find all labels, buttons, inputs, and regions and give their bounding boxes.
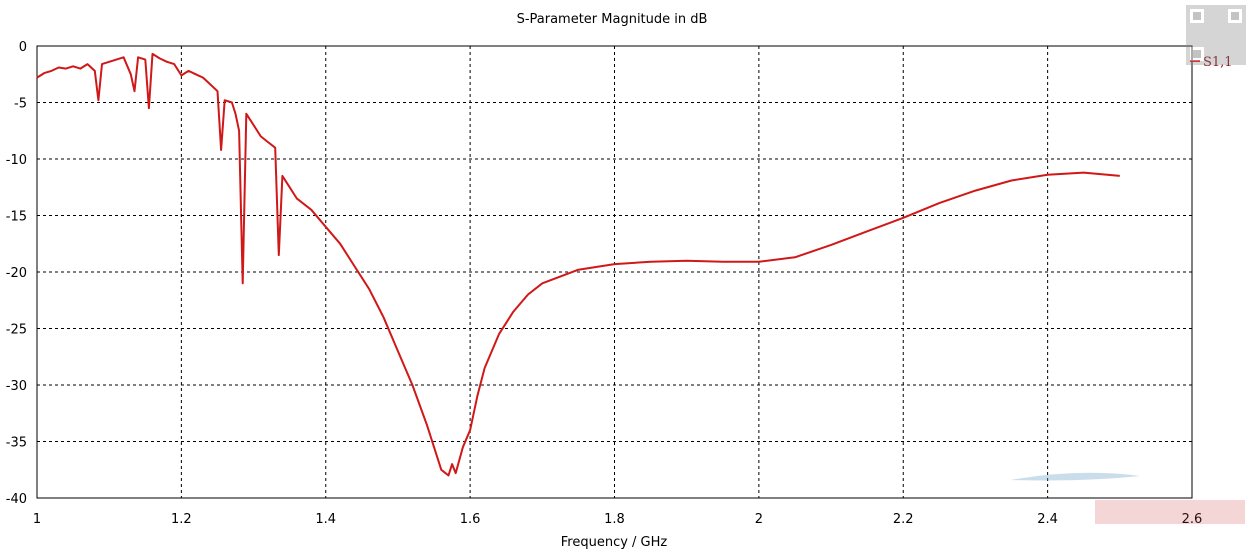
y-tick-label: -10 xyxy=(6,153,27,168)
y-tick-labels: 0 -5 -10 -15 -20 -25 -30 -35 -40 xyxy=(6,40,27,507)
legend: S1,1 xyxy=(1190,55,1233,70)
y-tick-label: -40 xyxy=(6,492,27,507)
plot-area xyxy=(36,45,1193,499)
x-tick-label: 1 xyxy=(33,512,41,527)
watermark-qr xyxy=(1186,5,1246,65)
legend-series-label: S1,1 xyxy=(1203,55,1233,70)
y-tick-label: -15 xyxy=(6,210,27,225)
y-tick-label: -20 xyxy=(6,266,27,281)
y-tick-label: -30 xyxy=(6,379,27,394)
grid-lines xyxy=(37,46,1192,498)
x-tick-label: 2 xyxy=(755,512,763,527)
y-tick-label: -25 xyxy=(6,323,27,338)
x-tick-label: 1.2 xyxy=(171,512,192,527)
y-tick-label: -5 xyxy=(14,97,27,112)
x-tick-label: 2.2 xyxy=(893,512,914,527)
x-tick-label: 2.4 xyxy=(1037,512,1058,527)
y-tick-label: 0 xyxy=(19,40,27,55)
x-tick-label: 2.6 xyxy=(1182,512,1203,527)
chart-title: S-Parameter Magnitude in dB xyxy=(517,12,708,27)
x-tick-label: 1.4 xyxy=(315,512,336,527)
y-tick-label: -35 xyxy=(6,436,27,451)
x-tick-label: 1.8 xyxy=(604,512,625,527)
x-tick-labels: 1 1.2 1.4 1.6 1.8 2 2.2 2.4 2.6 xyxy=(33,512,1202,527)
series-group xyxy=(36,52,1120,477)
watermark-logo xyxy=(1010,472,1245,524)
x-tick-label: 1.6 xyxy=(460,512,481,527)
x-axis-label: Frequency / GHz xyxy=(561,535,668,550)
series-line-s11 xyxy=(36,52,1120,477)
